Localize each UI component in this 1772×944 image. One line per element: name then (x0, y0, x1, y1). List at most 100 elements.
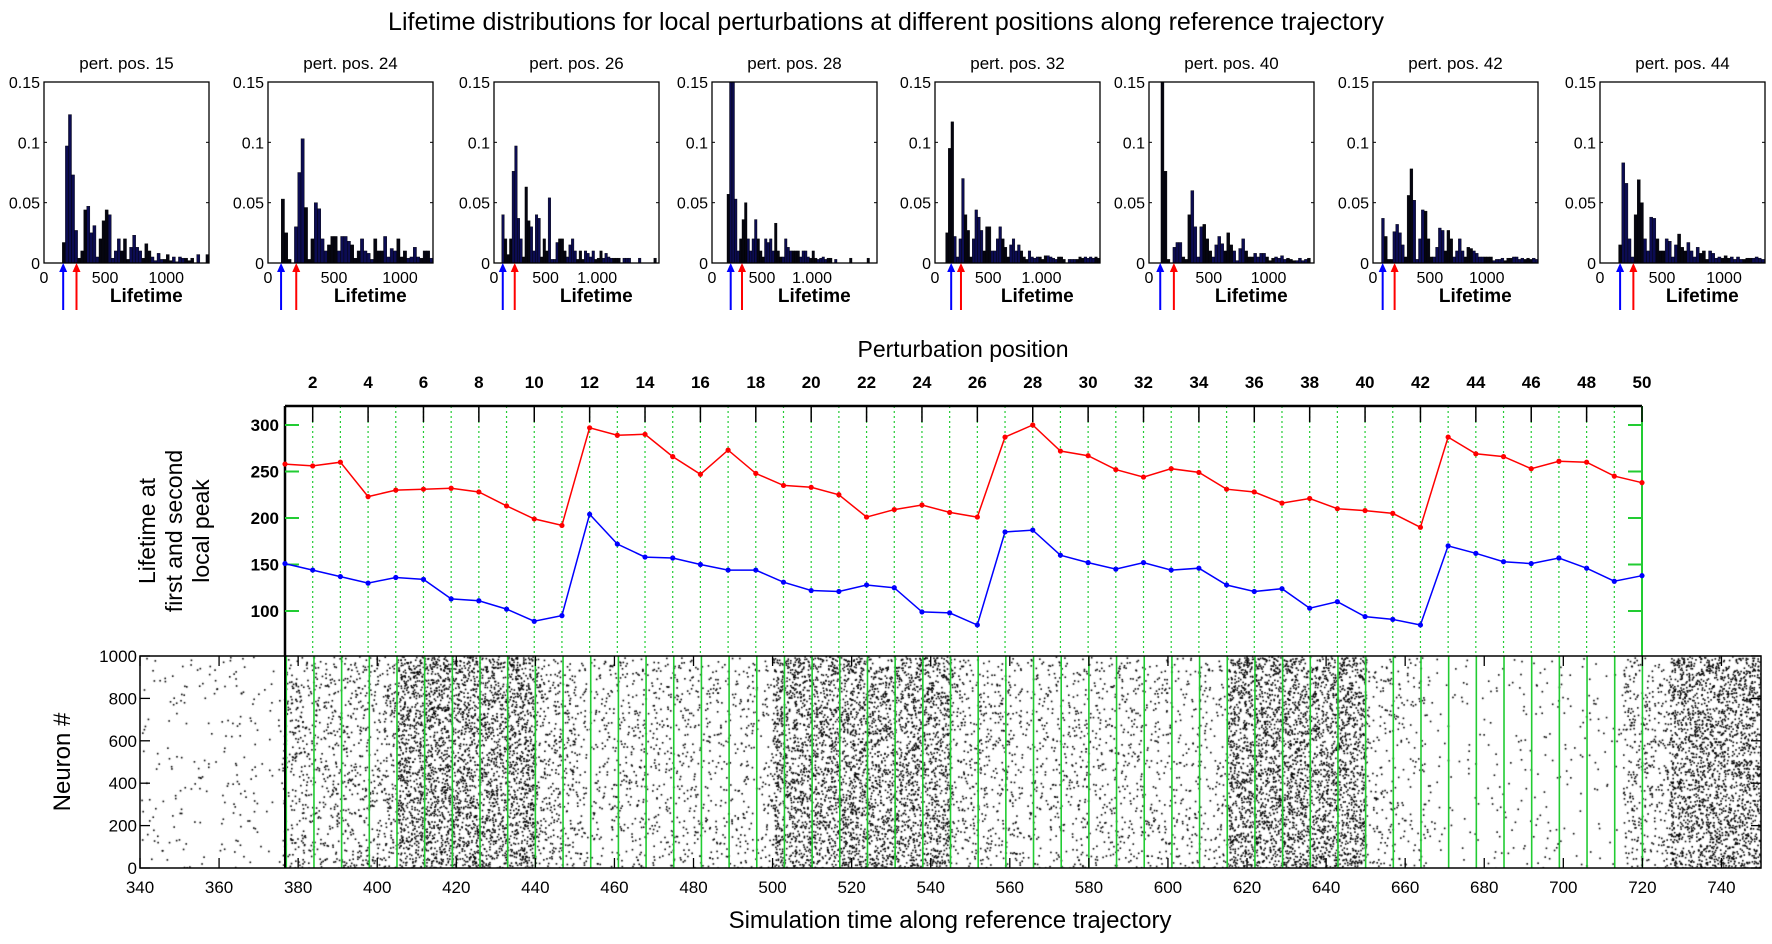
histogram-bar (974, 209, 978, 264)
second-peak-arrow-head (1629, 263, 1638, 272)
histogram-bar (77, 257, 81, 264)
histogram-bar (1019, 250, 1024, 264)
first-peak-arrow-head (59, 263, 68, 272)
histogram-bar (542, 238, 546, 264)
xtick-label: 6 (419, 373, 428, 392)
histogram-bar (196, 254, 201, 264)
histogram-ytick-label: 0.05 (459, 196, 490, 213)
histogram-xtick-label: 1000 (1706, 270, 1742, 287)
xtick-label: 4 (363, 373, 373, 392)
histogram-xlabel: Lifetime (1001, 286, 1074, 307)
histogram-bar (1232, 250, 1236, 264)
histogram-xtick-label: 500 (749, 270, 776, 287)
data-point (1639, 573, 1645, 579)
histogram-bar (297, 172, 302, 264)
histogram-bar (98, 238, 103, 264)
histogram-bar (734, 198, 738, 264)
data-point (974, 514, 980, 520)
histogram-bar (1274, 256, 1278, 264)
data-point (1584, 459, 1590, 465)
data-point (614, 541, 620, 547)
histogram-bar (1664, 238, 1669, 264)
data-point (670, 454, 676, 460)
data-point (891, 507, 897, 513)
histogram-bar (403, 250, 407, 264)
data-point (1251, 489, 1257, 495)
histogram-bar (1211, 256, 1215, 264)
first-peak-arrow (59, 263, 68, 310)
histogram-bar (736, 250, 740, 264)
second-peak-arrow-head (292, 263, 301, 272)
xtick-label: 10 (525, 373, 544, 392)
data-point (1113, 566, 1119, 572)
data-point (1223, 582, 1230, 588)
ytick-label: 0 (128, 859, 137, 878)
histogram-bar (565, 256, 569, 264)
histogram-bar (948, 148, 952, 264)
xtick-label: 14 (636, 373, 655, 392)
histogram-bar (1512, 256, 1516, 264)
histogram-bar (383, 236, 387, 264)
histogram-bar (779, 256, 783, 264)
histogram-bar (1655, 238, 1660, 264)
data-point (1500, 559, 1507, 565)
histogram-ytick-label: 0.15 (459, 75, 490, 92)
histogram-bar (1708, 250, 1712, 264)
histogram-bar (1220, 243, 1224, 264)
histogram-bar (1751, 257, 1756, 264)
histogram-bar (614, 257, 618, 264)
histogram-bar (1677, 233, 1681, 264)
xtick-label: 720 (1628, 878, 1656, 897)
ytick-label: 200 (251, 509, 279, 528)
first-peak-arrow (1616, 263, 1625, 310)
data-point (365, 580, 371, 586)
data-point (393, 574, 399, 581)
histogram-bar (1526, 257, 1530, 264)
histogram-bar (1214, 244, 1218, 264)
data-point (1334, 599, 1340, 605)
histogram-bar (982, 250, 986, 264)
histogram-bar (794, 250, 798, 264)
histogram-ytick-label: 0 (481, 256, 490, 273)
data-point (1334, 506, 1340, 512)
xtick-label: 44 (1466, 373, 1485, 392)
histogram-bar (1022, 256, 1026, 264)
histogram-bar (604, 253, 608, 264)
histogram-bar (366, 253, 371, 264)
data-point (1307, 605, 1313, 611)
histogram-ytick-label: 0.05 (677, 196, 708, 213)
histogram-bar (141, 257, 146, 264)
data-point (1030, 422, 1036, 428)
histogram-ytick-label: 0.15 (1114, 75, 1145, 92)
histogram-bar (1033, 257, 1037, 264)
histogram-bar (1506, 257, 1510, 264)
ytick-label: 150 (251, 556, 279, 575)
histogram-bar (1441, 230, 1445, 264)
data-point (365, 494, 371, 500)
histogram-bar (1730, 256, 1734, 264)
histogram-bar (1480, 256, 1485, 264)
histogram-bar (74, 230, 78, 264)
histogram-bar (1489, 256, 1493, 264)
histogram-bar (781, 256, 785, 264)
histogram-bar (1438, 227, 1442, 264)
histogram-title: pert. pos. 40 (1184, 54, 1279, 73)
histogram-bar (1384, 236, 1388, 264)
raster-ylabel: Neuron # (49, 712, 76, 811)
xtick-label: 38 (1300, 373, 1319, 392)
histogram-bar (419, 257, 424, 264)
main-title: Lifetime distributions for local perturb… (388, 8, 1384, 36)
histogram-bar (1532, 257, 1536, 264)
data-point (1113, 467, 1119, 473)
histogram-bar (330, 236, 335, 264)
histogram-ytick-label: 0.05 (1114, 196, 1145, 213)
histogram-bar (1671, 256, 1675, 264)
histogram-xtick-label: 500 (1649, 270, 1676, 287)
histogram-bar (1702, 250, 1706, 264)
data-point (1445, 434, 1451, 440)
histogram-bar (117, 238, 121, 264)
histogram-bar (150, 256, 155, 264)
histogram-bar (323, 250, 328, 264)
histogram-ytick-label: 0.1 (909, 135, 931, 152)
